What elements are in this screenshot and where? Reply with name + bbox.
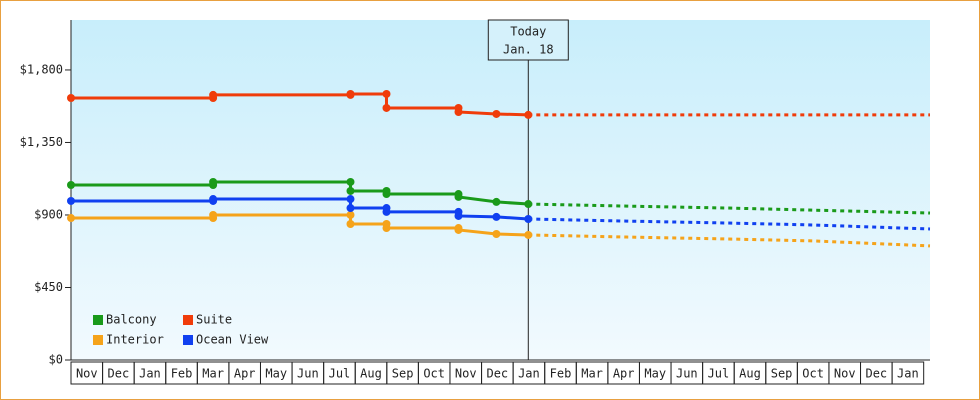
- x-tick-label: Jun: [676, 367, 698, 381]
- point: [524, 200, 533, 209]
- x-tick-label: Aug: [360, 367, 382, 381]
- x-tick-label: Mar: [202, 367, 224, 381]
- today-label: Today: [510, 25, 546, 39]
- x-tick-label: Nov: [455, 367, 477, 381]
- point: [524, 215, 533, 224]
- point: [382, 103, 391, 112]
- x-tick-label: Dec: [108, 367, 130, 381]
- legend-swatch: [183, 335, 193, 345]
- point: [382, 207, 391, 216]
- point: [67, 214, 75, 223]
- x-tick-label: Mar: [581, 367, 603, 381]
- point: [346, 177, 355, 186]
- point: [382, 190, 391, 199]
- legend-label: Interior: [106, 333, 164, 347]
- x-tick-label: Jul: [329, 367, 351, 381]
- x-tick-box: [891, 361, 925, 385]
- forecast-line: [528, 202, 931, 215]
- x-tick-label: Apr: [234, 367, 256, 381]
- legend-label: Balcony: [106, 313, 157, 327]
- y-tick-label: $1,800: [20, 62, 63, 76]
- point: [524, 230, 533, 239]
- today-box: [487, 19, 569, 61]
- point: [67, 93, 75, 102]
- x-tick-label: May: [265, 367, 287, 381]
- point: [382, 224, 391, 233]
- x-tick-label: Nov: [76, 367, 98, 381]
- x-tick-label: Jun: [297, 367, 319, 381]
- x-tick-label: Jan: [897, 367, 919, 381]
- x-tick-label: Jan: [139, 367, 161, 381]
- point: [346, 204, 355, 213]
- point: [67, 181, 75, 190]
- point: [346, 89, 355, 98]
- x-tick-label: Sep: [771, 367, 793, 381]
- point: [346, 195, 355, 204]
- forecast-line: [528, 217, 931, 231]
- point: [454, 108, 463, 117]
- legend-swatch: [93, 335, 103, 345]
- x-tick-label: Jan: [518, 367, 540, 381]
- point: [346, 210, 355, 219]
- plot-area: [71, 20, 930, 360]
- point: [346, 220, 355, 228]
- point: [492, 212, 501, 221]
- legend-swatch: [183, 315, 193, 325]
- point: [492, 197, 501, 206]
- legend-swatch: [93, 315, 103, 325]
- point: [492, 109, 501, 118]
- point: [454, 211, 463, 220]
- point: [524, 110, 533, 119]
- point: [492, 229, 501, 238]
- x-tick-label: Apr: [613, 367, 635, 381]
- y-tick-label: $0: [49, 353, 63, 367]
- x-tick-label: Nov: [834, 367, 856, 381]
- point: [454, 225, 463, 234]
- y-tick-label: $1,350: [20, 135, 63, 149]
- x-tick-label: May: [644, 367, 666, 381]
- x-tick-label: Dec: [486, 367, 508, 381]
- x-tick-label: Aug: [739, 367, 761, 381]
- point: [67, 196, 75, 205]
- point: [209, 177, 218, 186]
- x-tick-label: Oct: [423, 367, 445, 381]
- x-tick-label: Sep: [392, 367, 414, 381]
- x-tick-label: Jul: [708, 367, 730, 381]
- y-tick-label: $900: [34, 207, 63, 221]
- today-label: Jan. 18: [503, 43, 554, 57]
- point: [209, 210, 218, 219]
- x-tick-label: Feb: [171, 367, 193, 381]
- legend-label: Ocean View: [196, 333, 269, 347]
- point: [454, 192, 463, 201]
- point: [382, 89, 391, 98]
- forecast-line: [528, 233, 931, 248]
- x-tick-label: Oct: [802, 367, 824, 381]
- point: [209, 90, 218, 99]
- point: [209, 195, 218, 204]
- legend-label: Suite: [196, 313, 232, 327]
- x-tick-label: Dec: [865, 367, 887, 381]
- x-tick-label: Feb: [550, 367, 572, 381]
- point: [346, 186, 355, 195]
- y-tick-label: $450: [34, 280, 63, 294]
